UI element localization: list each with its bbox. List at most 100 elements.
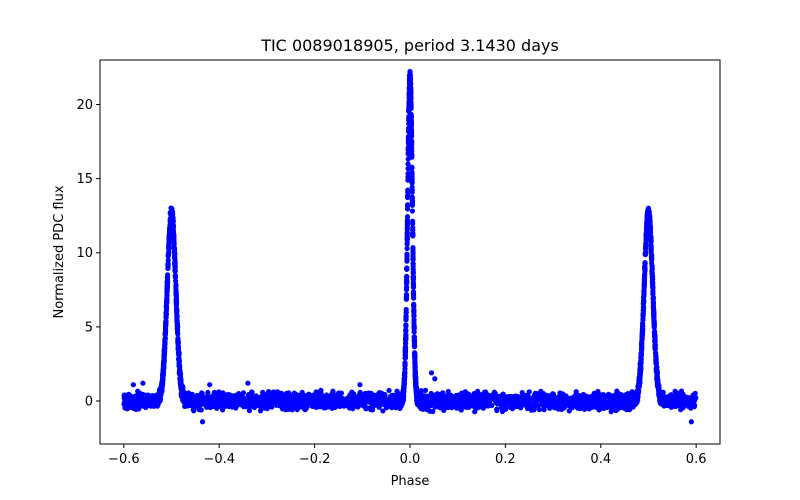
data-point — [406, 106, 412, 112]
data-point — [231, 403, 238, 409]
data-point — [411, 295, 417, 301]
data-point — [569, 405, 575, 411]
x-tick-label: 0.6 — [686, 452, 707, 467]
data-point — [410, 233, 416, 239]
data-point — [537, 395, 543, 401]
data-point — [181, 398, 188, 404]
data-point — [161, 355, 167, 361]
data-point — [148, 403, 154, 409]
y-tick-label: 5 — [85, 320, 93, 335]
data-point — [166, 235, 172, 241]
data-point — [176, 358, 182, 364]
data-point — [249, 399, 256, 405]
data-point — [436, 400, 442, 406]
data-point — [375, 403, 382, 409]
data-point — [401, 383, 407, 389]
data-point — [542, 392, 549, 398]
data-point — [637, 374, 643, 380]
data-point — [650, 300, 656, 306]
data-point — [688, 419, 694, 425]
data-point — [323, 396, 329, 402]
data-point — [173, 278, 179, 284]
data-point — [293, 391, 300, 398]
data-point — [174, 329, 181, 336]
data-point — [689, 403, 695, 409]
data-point — [608, 405, 615, 412]
data-point — [469, 402, 475, 408]
data-point — [143, 404, 149, 411]
data-point — [408, 94, 414, 100]
data-point — [380, 408, 386, 414]
data-point — [470, 397, 476, 403]
data-point — [638, 355, 644, 361]
data-point — [167, 216, 173, 222]
data-point — [368, 407, 374, 413]
data-point — [191, 408, 197, 414]
data-point — [640, 317, 646, 323]
data-point — [412, 368, 418, 374]
data-point — [404, 245, 410, 252]
data-point — [644, 212, 651, 219]
data-point — [277, 403, 283, 409]
data-point — [457, 392, 464, 399]
data-point — [650, 291, 656, 297]
data-point — [383, 405, 390, 411]
data-point — [190, 403, 196, 409]
data-point — [638, 367, 644, 374]
data-point — [652, 338, 658, 344]
x-axis-label: Phase — [391, 474, 430, 489]
data-point — [642, 251, 648, 257]
data-point — [405, 166, 411, 172]
data-point — [410, 261, 416, 267]
data-point — [361, 403, 367, 409]
data-point — [162, 327, 169, 333]
data-point — [526, 389, 532, 395]
data-point — [402, 363, 408, 369]
data-point — [264, 392, 270, 398]
data-point — [140, 399, 146, 406]
data-point — [546, 395, 553, 401]
data-point — [357, 399, 364, 405]
data-point — [178, 386, 184, 392]
data-point — [219, 390, 226, 396]
data-point — [167, 226, 173, 233]
data-point — [652, 333, 658, 339]
data-point — [621, 393, 628, 399]
data-point — [607, 394, 614, 400]
data-point — [649, 277, 656, 283]
data-point — [643, 241, 649, 248]
data-point — [411, 320, 417, 326]
data-point — [409, 172, 415, 178]
data-point — [451, 395, 457, 401]
data-point — [209, 403, 215, 409]
data-point — [308, 399, 314, 405]
data-point — [550, 391, 557, 397]
x-axis: −0.6 −0.4 −0.2 0.0 0.2 0.4 0.6 — [108, 444, 706, 467]
data-point — [164, 297, 170, 304]
data-point — [591, 393, 597, 399]
data-point — [145, 392, 151, 398]
data-point — [408, 114, 414, 120]
y-tick-label: 0 — [85, 395, 93, 410]
data-point — [626, 402, 632, 408]
data-point — [573, 389, 579, 395]
data-point — [448, 399, 455, 405]
data-point — [403, 306, 409, 313]
data-point — [169, 207, 175, 213]
data-point — [350, 392, 356, 398]
data-point — [251, 404, 257, 410]
data-point — [247, 391, 253, 398]
data-point — [404, 231, 410, 237]
data-point — [172, 268, 178, 274]
data-point — [652, 342, 658, 348]
data-point — [410, 290, 417, 297]
data-point — [179, 393, 185, 399]
data-point — [403, 315, 409, 321]
data-point — [406, 100, 412, 107]
data-point — [405, 170, 411, 177]
data-point — [257, 408, 264, 414]
data-point — [203, 399, 209, 405]
data-point — [130, 396, 136, 402]
data-point — [409, 187, 415, 193]
data-point — [632, 397, 638, 403]
